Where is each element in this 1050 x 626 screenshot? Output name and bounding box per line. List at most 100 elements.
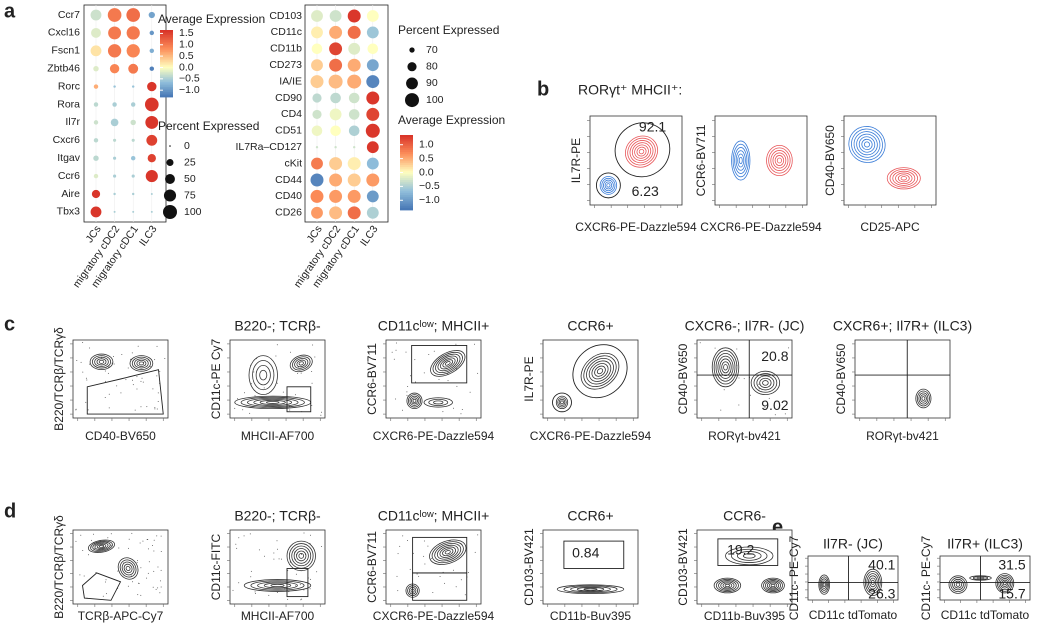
event-dot xyxy=(477,534,479,536)
event-dot xyxy=(156,408,158,410)
event-dot xyxy=(784,413,786,415)
event-dot xyxy=(155,588,157,590)
colorbar-slice xyxy=(160,88,173,91)
event-dot xyxy=(82,549,84,551)
gate-percentage: 31.5 xyxy=(998,556,1025,572)
dot xyxy=(146,134,158,146)
contour xyxy=(131,356,151,371)
event-dot xyxy=(432,592,434,594)
contour xyxy=(722,582,733,589)
event-dot xyxy=(147,538,149,540)
gate-percentage: 20.8 xyxy=(761,348,788,364)
contour xyxy=(915,388,932,409)
y-axis-label: B220/TCRβ/TCRγδ xyxy=(52,327,66,431)
dot xyxy=(108,26,122,40)
colorbar-tick-label: 0.5 xyxy=(179,50,194,62)
contour xyxy=(895,172,913,185)
plot-title: Il7R- (JC) xyxy=(823,536,883,552)
event-dot xyxy=(249,412,251,414)
x-axis-label: CD11c tdTomato xyxy=(809,608,898,622)
contour xyxy=(96,358,107,366)
y-axis-label: CD103-BV421 xyxy=(676,528,690,606)
dot xyxy=(329,206,343,220)
dot xyxy=(130,155,136,161)
dot xyxy=(93,84,99,89)
event-dot xyxy=(453,407,455,409)
colorbar-slice xyxy=(160,83,173,86)
event-dot xyxy=(160,550,162,552)
panel-title: RORγt⁺ MHCII⁺: xyxy=(578,82,682,98)
contour xyxy=(429,539,467,565)
colorbar-slice xyxy=(160,36,173,39)
dot xyxy=(366,107,380,121)
event-dot xyxy=(138,582,140,584)
gate-percentage: 15.7 xyxy=(998,585,1025,601)
dot xyxy=(329,157,343,171)
y-axis-label: IL7R-PE xyxy=(522,356,536,401)
dot xyxy=(113,156,117,160)
contour xyxy=(765,580,782,591)
contour xyxy=(921,396,926,401)
size-key xyxy=(163,205,177,219)
contour xyxy=(858,136,876,153)
gate-percentage: 92.1 xyxy=(639,118,666,134)
gate xyxy=(411,345,468,384)
contour xyxy=(996,574,1013,592)
event-dot xyxy=(89,347,91,349)
contour xyxy=(886,167,921,190)
contour xyxy=(431,541,464,564)
event-dot xyxy=(232,589,234,591)
colorbar-slice xyxy=(160,40,173,43)
event-dot xyxy=(164,357,166,359)
event-dot xyxy=(452,569,454,571)
event-dot xyxy=(107,537,109,539)
gate-percentage: 6.23 xyxy=(632,183,659,199)
size-key xyxy=(405,93,419,108)
event-dot xyxy=(136,388,138,390)
contour xyxy=(627,137,656,166)
event-dot xyxy=(140,594,142,596)
plot-title: CXCR6+; Il7R+ (ILC3) xyxy=(833,318,972,334)
colorbar-slice xyxy=(160,43,173,46)
dot xyxy=(126,44,140,58)
dot xyxy=(347,9,361,23)
colorbar-slice xyxy=(160,61,173,64)
dot xyxy=(365,123,380,138)
event-dot xyxy=(738,377,740,379)
event-dot xyxy=(148,561,150,563)
colorbar-slice xyxy=(160,58,173,61)
gate-percentage: 26.3 xyxy=(868,585,895,601)
event-dot xyxy=(93,533,95,535)
x-axis-label: RORγt-bv421 xyxy=(866,429,939,443)
event-dot xyxy=(82,341,84,343)
event-dot xyxy=(146,406,148,408)
contour xyxy=(296,359,307,368)
event-dot xyxy=(300,553,302,555)
contour xyxy=(601,177,616,193)
gate xyxy=(614,122,671,178)
event-dot xyxy=(301,598,303,600)
dot xyxy=(90,9,102,21)
y-axis-label: CD11c-FITC xyxy=(209,533,223,600)
contour xyxy=(952,578,964,591)
x-axis-label: CXCR6-PE-Dazzle594 xyxy=(373,609,495,623)
event-dot xyxy=(140,380,142,382)
event-dot xyxy=(127,585,129,587)
contour xyxy=(892,170,916,186)
dot xyxy=(329,108,342,121)
event-dot xyxy=(439,575,441,577)
contour xyxy=(1001,579,1009,587)
event-dot xyxy=(152,586,154,588)
dot xyxy=(150,193,153,195)
contour xyxy=(715,578,739,593)
plot-frame xyxy=(385,529,482,605)
contour xyxy=(723,364,728,371)
event-dot xyxy=(154,408,156,410)
event-dot xyxy=(128,538,130,540)
gene-label: Tbx3 xyxy=(57,206,81,218)
size-key xyxy=(406,77,418,90)
dot xyxy=(312,93,322,103)
colorbar-slice xyxy=(160,33,173,36)
gene-label: IL7Ra–CD127 xyxy=(235,141,302,153)
